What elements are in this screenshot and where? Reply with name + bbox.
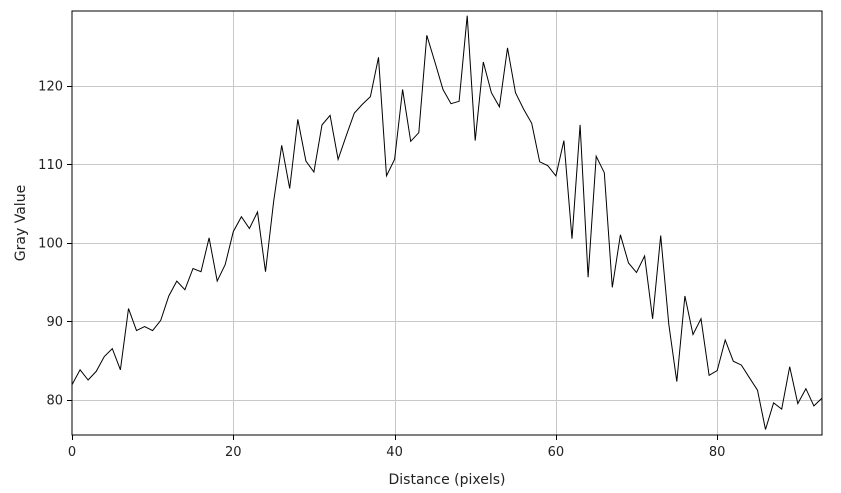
y-tick-label: 80 [46,394,63,409]
x-axis-title: Distance (pixels) [388,472,505,488]
x-tick-label: 80 [709,445,726,460]
plot-frame [71,10,823,436]
y-tick-label: 100 [38,237,63,252]
y-tick-label: 90 [46,315,63,330]
profile-series-line [71,15,823,430]
y-axis-title: Gray Value [13,185,29,261]
grid-lines [72,11,822,435]
axis-ticks: 0 20 40 60 80 80 90 100 110 120 [38,80,725,460]
y-tick-label: 120 [38,80,63,95]
plot-background [72,11,822,435]
y-tick-label: 110 [38,158,63,173]
x-tick-label: 20 [225,445,242,460]
x-tick-label: 60 [548,445,565,460]
x-tick-label: 0 [68,445,76,460]
x-tick-label: 40 [386,445,403,460]
